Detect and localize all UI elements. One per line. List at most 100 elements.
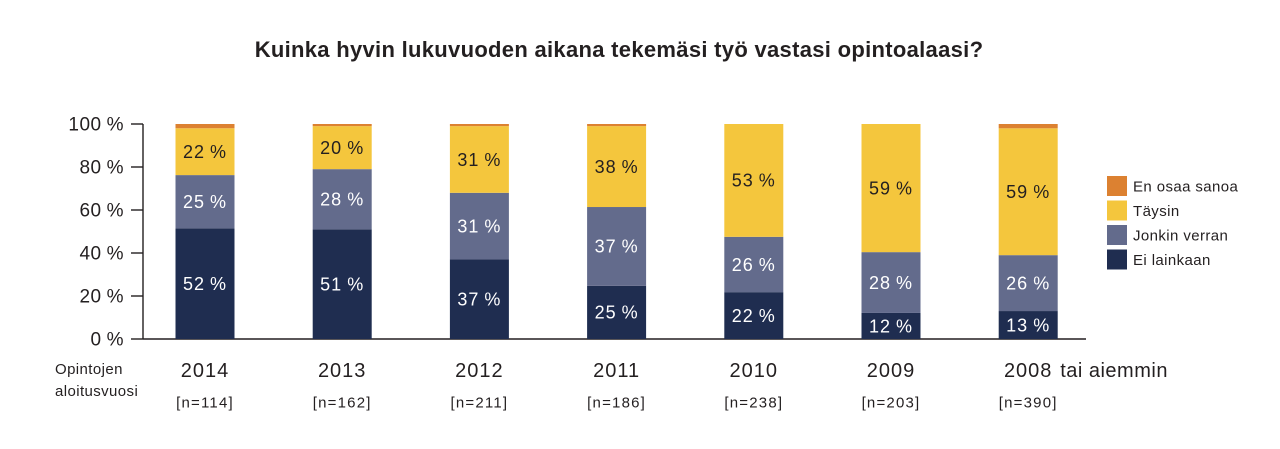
data-label-value: 22 — [183, 142, 205, 162]
legend-swatch — [1107, 200, 1127, 221]
data-label-unit: % — [622, 157, 639, 177]
y-tick-value: 80 — [79, 158, 101, 179]
data-label-unit: % — [347, 190, 364, 210]
x-category-note: tai aiemmin — [1060, 360, 1168, 382]
legend-label: Jonkin verran — [1133, 227, 1228, 244]
data-label-unit: % — [896, 273, 913, 293]
data-label: 31% — [457, 216, 501, 236]
bar-segment-ei-lainkaan — [587, 285, 647, 339]
bar-segment-taysin — [861, 124, 921, 253]
y-tick-unit: % — [107, 287, 124, 308]
legend-swatch — [1107, 225, 1127, 245]
data-label: 28% — [869, 273, 913, 293]
legend-item-taysin: Täysin — [1107, 200, 1180, 221]
data-label-value: 25 — [595, 303, 617, 323]
data-label-value: 37 — [595, 237, 617, 257]
data-label-value: 20 — [320, 138, 342, 158]
legend-item-jonkin-verran: Jonkin verran — [1107, 225, 1228, 245]
bar-segment-taysin — [449, 126, 509, 193]
data-label-value: 38 — [595, 157, 617, 177]
legend-swatch — [1107, 176, 1127, 196]
data-label-unit: % — [759, 306, 776, 326]
bar-segment-ei-lainkaan — [175, 228, 235, 339]
y-tick-label: 80% — [79, 158, 124, 179]
bar-segment-ei-lainkaan — [312, 229, 372, 339]
data-label-value: 31 — [457, 150, 479, 170]
data-label: 37% — [595, 237, 639, 257]
bar-segment-en-osaa-sanoa — [587, 124, 647, 127]
bar-stack-2009: 12 %28 %59% — [861, 124, 921, 339]
bar-segment-ei-lainkaan — [861, 312, 921, 339]
data-label-value: 37 — [457, 290, 479, 310]
data-label-value: 26 — [732, 255, 754, 275]
data-label: 22% — [732, 306, 776, 326]
sample-size-label: [n=211] — [451, 394, 509, 411]
y-tick-unit: % — [107, 330, 124, 351]
legend-item-ei-lainkaan: Ei lainkaan — [1107, 249, 1211, 270]
bar-segment-en-osaa-sanoa — [998, 124, 1058, 129]
data-label: 20% — [320, 138, 364, 158]
data-label-value: 51 — [320, 274, 342, 294]
sample-size-label: [n=114] — [176, 394, 234, 411]
y-tick-value: 60 — [79, 201, 101, 222]
data-label-unit: % — [210, 274, 227, 294]
x-category-label: 2014 — [181, 360, 230, 382]
data-label: 12% — [869, 316, 913, 336]
y-tick-label: 60% — [79, 201, 124, 222]
legend-label: Ei lainkaan — [1133, 252, 1211, 269]
data-label: 31% — [457, 150, 501, 170]
y-tick-label: 20% — [79, 287, 124, 308]
sample-size-label: [n=162] — [313, 394, 372, 411]
y-tick-label: 100% — [68, 115, 124, 136]
y-tick-value: 20 — [79, 287, 101, 308]
legend-item-en-osaa-sanoa: En osaa sanoa — [1107, 176, 1239, 196]
data-label: 37% — [457, 290, 501, 310]
data-label-unit: % — [347, 274, 364, 294]
data-label: 59% — [1006, 182, 1050, 202]
bar-segment-jonkin-verran — [449, 192, 509, 260]
bar-stack-2013: 51 %28 %20% — [312, 124, 372, 339]
bar-stack-2012: 37 % 31 % 31% — [449, 124, 509, 339]
data-label-value: 13 — [1006, 315, 1028, 335]
y-tick-unit: % — [107, 201, 124, 222]
bar-segment-en-osaa-sanoa — [449, 124, 509, 127]
data-label: 59% — [869, 178, 913, 198]
data-label-unit: % — [622, 237, 639, 257]
data-label-unit: % — [1033, 273, 1050, 293]
bar-stack-2014: 52 %25 %22% — [175, 124, 235, 339]
bars: 52 %25 %22 %51 %28 %20 %37 %31 %31 %25 %37 %38 %22 %2… — [175, 124, 1058, 339]
legend-label: Täysin — [1133, 203, 1180, 220]
y-tick-label: 0% — [91, 330, 124, 351]
legend-swatch — [1107, 249, 1127, 270]
sample-size-label: [n=186] — [587, 394, 646, 411]
y-tick-unit: % — [107, 244, 124, 265]
bar-segment-taysin — [998, 128, 1058, 256]
legend-label: En osaa sanoa — [1133, 178, 1239, 195]
bar-segment-ei-lainkaan — [998, 311, 1058, 339]
x-axis-labels: 2014 [n=114] 2013 [n=162] 2012 [n=211] 2011 [n=… — [176, 360, 1168, 411]
data-label-unit: % — [759, 255, 776, 275]
data-label-value: 59 — [1006, 182, 1028, 202]
chart-title: Kuinka hyvin lukuvuoden aikana tekemäsi … — [254, 37, 984, 62]
sample-size-label: [n=203] — [862, 394, 921, 411]
bar-segment-en-osaa-sanoa — [175, 124, 235, 129]
data-label: 26% — [732, 255, 776, 275]
data-label: 51% — [320, 274, 364, 294]
data-label-unit: % — [759, 171, 776, 191]
data-label-value: 12 — [869, 316, 891, 336]
x-category-label: 2010 — [730, 360, 779, 382]
data-label: 25% — [595, 303, 639, 323]
bar-segment-jonkin-verran — [998, 255, 1058, 312]
bar-segment-taysin — [175, 128, 235, 176]
bar-segment-taysin — [587, 126, 647, 208]
y-tick-label: 40% — [79, 244, 124, 265]
data-label: 22% — [183, 142, 227, 162]
x-category-label: 2009 — [867, 360, 916, 382]
y-tick-value: 100 — [68, 115, 101, 136]
data-label: 28% — [320, 190, 364, 210]
data-label: 25% — [183, 192, 227, 212]
bar-segment-en-osaa-sanoa — [312, 124, 372, 127]
bar-stack-2008: 13 %26 %59% — [998, 124, 1058, 339]
data-label-value: 25 — [183, 192, 205, 212]
